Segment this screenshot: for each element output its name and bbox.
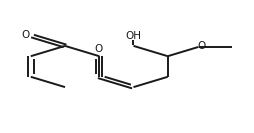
Text: O: O <box>21 30 29 40</box>
Text: O: O <box>196 41 204 51</box>
Text: OH: OH <box>125 31 141 41</box>
Text: O: O <box>94 44 102 54</box>
